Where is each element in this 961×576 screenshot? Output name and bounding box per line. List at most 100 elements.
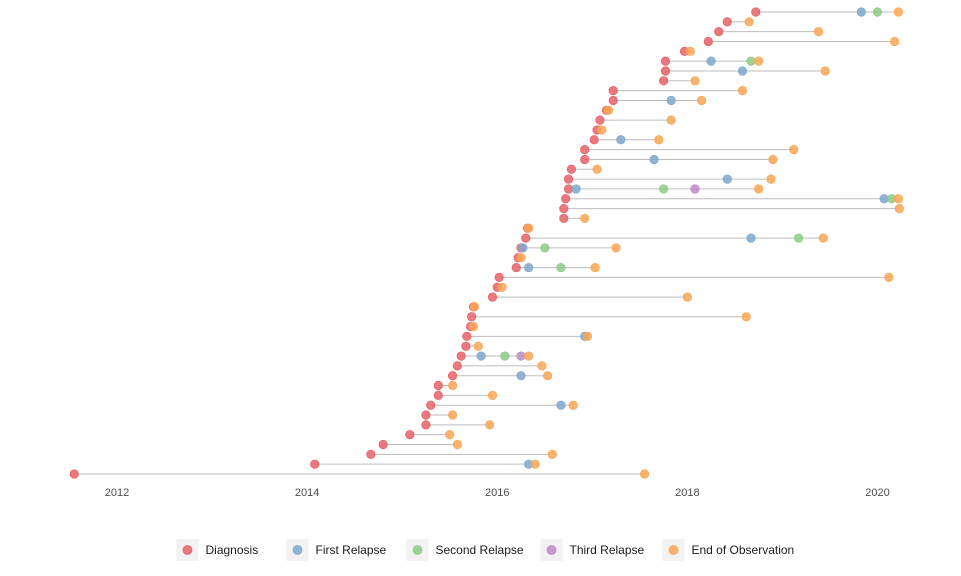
end-of-observation-point-12 bbox=[666, 115, 676, 125]
diagnosis-point-27 bbox=[511, 262, 521, 273]
diagnosis-point-36 bbox=[456, 351, 466, 361]
diagnosis-point-45 bbox=[378, 439, 388, 450]
end-of-observation-point-21 bbox=[894, 203, 904, 214]
end-of-observation-point-4 bbox=[889, 36, 900, 47]
first-relapse-point-36 bbox=[476, 351, 486, 361]
second-relapse-point-6 bbox=[746, 56, 756, 66]
legend-swatch-end bbox=[668, 545, 679, 555]
diagnosis-point-35 bbox=[461, 341, 471, 351]
end-of-observation-point-40 bbox=[487, 390, 498, 400]
third-relapse-point-19 bbox=[690, 184, 700, 194]
diagnosis-point-2 bbox=[722, 17, 732, 27]
legend: Diagnosis First Relapse Second Relapse Thir… bbox=[176, 539, 794, 561]
legend-label-second-relapse: Second Relapse bbox=[436, 543, 524, 557]
end-of-observation-point-24 bbox=[818, 233, 828, 243]
legend-item-third-relapse: Third Relapse bbox=[540, 539, 645, 561]
first-relapse-point-20 bbox=[879, 194, 889, 204]
second-relapse-point-24 bbox=[793, 233, 804, 243]
diagnosis-point-30 bbox=[487, 292, 498, 302]
end-of-observation-point-5 bbox=[685, 46, 695, 56]
end-of-observation-point-46 bbox=[547, 449, 557, 459]
legend-swatch-second-relapse bbox=[412, 545, 423, 555]
end-of-observation-point-1 bbox=[893, 7, 903, 17]
end-of-observation-point-15 bbox=[789, 145, 799, 155]
end-of-observation-point-43 bbox=[485, 420, 495, 430]
end-of-observation-point-26 bbox=[516, 253, 526, 263]
end-of-observation-point-2 bbox=[744, 17, 754, 27]
end-of-observation-point-18 bbox=[766, 174, 776, 184]
end-of-observation-point-34 bbox=[582, 331, 593, 341]
end-of-observation-point-19 bbox=[754, 184, 764, 194]
diagnosis-point-34 bbox=[462, 331, 472, 341]
diagnosis-point-43 bbox=[421, 420, 431, 430]
legend-item-second-relapse: Second Relapse bbox=[406, 539, 524, 561]
first-relapse-point-14 bbox=[616, 135, 626, 145]
diagnosis-point-28 bbox=[494, 272, 504, 283]
end-of-observation-point-48 bbox=[639, 469, 650, 479]
end-of-observation-point-9 bbox=[737, 86, 748, 96]
end-of-observation-point-14 bbox=[654, 135, 664, 145]
end-of-observation-point-32 bbox=[741, 312, 751, 322]
diagnosis-point-19 bbox=[563, 184, 574, 194]
diagnosis-point-24 bbox=[521, 233, 531, 243]
diagnosis-point-41 bbox=[426, 400, 436, 410]
end-of-observation-point-25 bbox=[611, 243, 621, 253]
end-of-observation-point-33 bbox=[468, 321, 479, 332]
diagnosis-point-21 bbox=[559, 203, 569, 214]
first-relapse-point-10 bbox=[666, 95, 676, 106]
x-tick-label-2014: 2014 bbox=[295, 487, 319, 499]
first-relapse-point-18 bbox=[722, 174, 732, 184]
diagnosis-point-37 bbox=[452, 361, 462, 371]
segments-layer bbox=[74, 11, 900, 475]
end-of-observation-point-36 bbox=[524, 351, 534, 361]
diagnosis-point-47 bbox=[310, 459, 320, 469]
diagnosis-point-15 bbox=[580, 145, 590, 155]
second-relapse-point-27 bbox=[556, 262, 566, 273]
x-tick-label-2020: 2020 bbox=[865, 487, 889, 499]
diagnosis-point-40 bbox=[433, 390, 443, 400]
first-relapse-point-1 bbox=[856, 7, 866, 17]
third-relapse-point-36 bbox=[516, 351, 526, 361]
end-of-observation-point-31 bbox=[469, 302, 480, 312]
legend-swatch-diagnosis bbox=[182, 545, 193, 555]
end-of-observation-point-30 bbox=[682, 292, 692, 302]
end-of-observation-point-45 bbox=[452, 439, 462, 450]
end-of-observation-point-16 bbox=[768, 154, 778, 165]
second-relapse-point-19 bbox=[658, 184, 669, 194]
end-of-observation-point-41 bbox=[568, 400, 578, 410]
diagnosis-point-20 bbox=[561, 194, 571, 204]
diagnosis-point-17 bbox=[566, 164, 576, 174]
end-of-observation-point-27 bbox=[590, 262, 600, 273]
diagnosis-point-38 bbox=[447, 371, 458, 381]
second-relapse-point-36 bbox=[500, 351, 510, 361]
diagnosis-point-12 bbox=[595, 115, 605, 125]
end-of-observation-point-7 bbox=[820, 66, 830, 76]
end-of-observation-point-13 bbox=[597, 125, 607, 135]
first-relapse-point-25 bbox=[518, 243, 528, 253]
end-of-observation-point-10 bbox=[697, 95, 707, 106]
points-layer bbox=[69, 7, 904, 479]
first-relapse-point-41 bbox=[556, 400, 566, 410]
diagnosis-point-39 bbox=[433, 380, 443, 391]
second-relapse-point-25 bbox=[540, 243, 550, 253]
diagnosis-point-16 bbox=[580, 154, 590, 165]
first-relapse-point-7 bbox=[737, 66, 748, 76]
end-of-observation-point-8 bbox=[690, 76, 700, 86]
first-relapse-point-6 bbox=[706, 56, 716, 66]
end-of-observation-point-11 bbox=[603, 105, 614, 115]
diagnosis-point-48 bbox=[69, 469, 79, 479]
legend-item-end: End of Observation bbox=[662, 539, 794, 561]
end-of-observation-point-37 bbox=[537, 361, 547, 371]
diagnosis-point-7 bbox=[660, 66, 671, 76]
legend-item-first-relapse: First Relapse bbox=[286, 539, 387, 561]
legend-swatch-first-relapse bbox=[292, 545, 303, 555]
first-relapse-point-16 bbox=[649, 154, 659, 165]
x-tick-label-2018: 2018 bbox=[675, 487, 699, 499]
diagnosis-point-1 bbox=[751, 7, 761, 17]
diagnosis-point-4 bbox=[703, 36, 713, 47]
diagnosis-point-10 bbox=[608, 95, 618, 106]
end-of-observation-point-28 bbox=[884, 272, 894, 283]
end-of-observation-point-38 bbox=[543, 371, 553, 381]
legend-swatch-third-relapse bbox=[546, 545, 557, 555]
